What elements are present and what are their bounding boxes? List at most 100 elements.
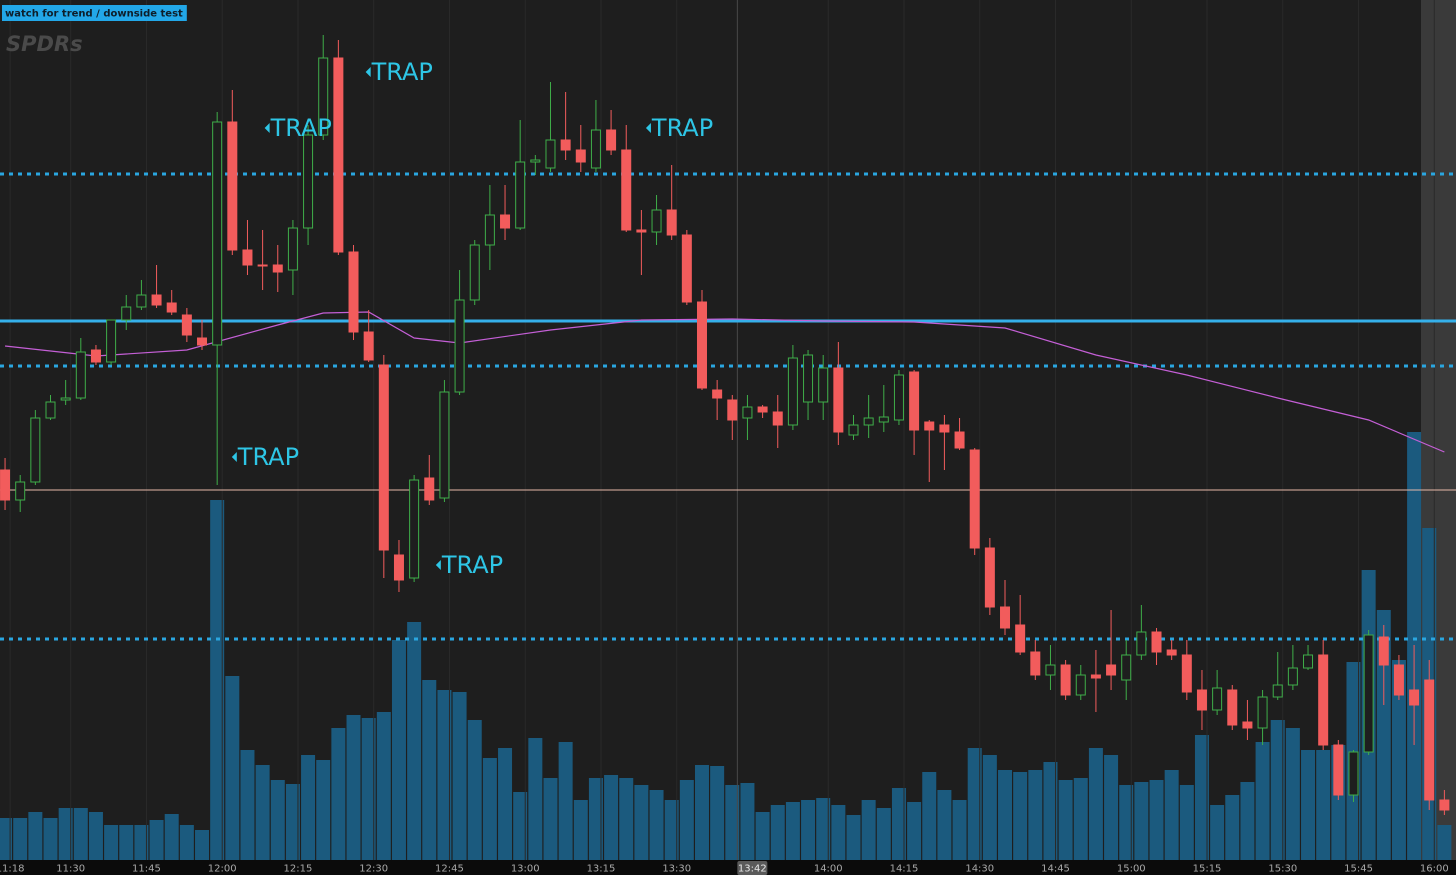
- volume-bar: [1194, 735, 1209, 860]
- volume-bar: [88, 812, 103, 860]
- volume-bar: [785, 802, 800, 860]
- candle-body: [136, 294, 147, 308]
- candle-body: [151, 294, 162, 306]
- volume-bar: [1225, 795, 1240, 860]
- volume-bar: [407, 622, 422, 860]
- volume-bar: [482, 758, 497, 860]
- volume-bar: [1255, 742, 1270, 860]
- annotation-text: TRAP: [371, 58, 433, 86]
- annotation-text: TRAP: [651, 114, 713, 142]
- volume-bar: [816, 798, 831, 860]
- volume-bar: [376, 712, 391, 860]
- volume-bar: [1270, 720, 1285, 860]
- candle-body: [1045, 664, 1056, 676]
- candle-body: [727, 399, 738, 421]
- volume-bar: [982, 755, 997, 860]
- volume-bar: [1437, 825, 1452, 860]
- candle-body: [1196, 689, 1207, 711]
- annotation-marker: [435, 560, 441, 570]
- volume-bar: [498, 748, 513, 860]
- volume-bar: [1088, 748, 1103, 860]
- annotation-marker: [365, 67, 371, 77]
- volume-bar: [1104, 755, 1119, 860]
- cursor-label: 13:42: [738, 864, 767, 875]
- candle-body: [1272, 684, 1283, 698]
- volume-bar: [528, 738, 543, 860]
- candle-body: [757, 406, 768, 413]
- volume-bar: [164, 814, 179, 860]
- candle-body: [590, 129, 601, 169]
- candle-body: [1363, 634, 1374, 753]
- candle-body: [1181, 654, 1192, 693]
- candles-layer: [0, 35, 1450, 815]
- candle-body: [1287, 667, 1298, 686]
- volume-bar: [467, 720, 482, 860]
- candle-body: [1424, 679, 1435, 801]
- volume-bar: [104, 825, 119, 860]
- volume-bar: [679, 780, 694, 860]
- candle-body: [318, 57, 329, 136]
- candle-body: [575, 149, 586, 163]
- volume-bar: [861, 800, 876, 860]
- volume-bar: [513, 792, 528, 860]
- candle-body: [1151, 631, 1162, 653]
- x-tick-label: 13:15: [587, 864, 616, 875]
- volume-bar: [558, 742, 573, 860]
- volume-bar: [710, 766, 725, 860]
- x-tick-label: 13:00: [511, 864, 540, 875]
- moving-average: [4, 311, 1445, 453]
- candle-body: [1439, 799, 1450, 811]
- volume-bar: [437, 690, 452, 860]
- volume-bar: [270, 780, 285, 860]
- x-tick-label: 13:30: [662, 864, 691, 875]
- volume-bar: [1149, 780, 1164, 860]
- x-tick-label: 14:45: [1041, 864, 1070, 875]
- candle-body: [227, 121, 238, 251]
- volume-bar: [1058, 780, 1073, 860]
- label-box: [2, 5, 187, 21]
- volume-bar: [1164, 770, 1179, 860]
- candle-body: [272, 264, 283, 273]
- volume-bar: [967, 748, 982, 860]
- candle-body: [606, 129, 617, 151]
- volume-bar: [604, 775, 619, 860]
- volume-bar: [301, 755, 316, 860]
- candle-body: [1136, 631, 1147, 656]
- cursor-label-box: [737, 861, 768, 875]
- volume-bar: [1043, 762, 1058, 860]
- candle-body: [1090, 674, 1101, 679]
- time-axis: [0, 860, 1456, 875]
- volume-bar: [1391, 660, 1406, 860]
- candle-body: [1030, 651, 1041, 676]
- volume-bar: [285, 784, 300, 860]
- candle-body: [909, 371, 920, 431]
- x-tick-label: 14:00: [814, 864, 843, 875]
- candle-body: [303, 134, 314, 229]
- volume-bar: [1119, 785, 1134, 860]
- grid-layer: [9, 0, 1435, 860]
- watermark: SPDRs: [6, 32, 83, 56]
- volume-bar: [998, 770, 1013, 860]
- volume-layer: [0, 432, 1452, 860]
- candle-body: [15, 481, 26, 501]
- volume-bar: [876, 808, 891, 860]
- candle-body: [287, 227, 298, 271]
- volume-bar: [28, 812, 43, 860]
- candle-body: [1318, 654, 1329, 746]
- annotation-text: TRAP: [237, 443, 299, 471]
- volume-bar: [1301, 750, 1316, 860]
- candle-body: [409, 479, 420, 579]
- volume-bar: [846, 815, 861, 860]
- candle-body: [197, 337, 208, 346]
- candle-body: [818, 367, 829, 403]
- volume-bar: [588, 778, 603, 860]
- candle-body: [712, 389, 723, 399]
- volume-bar: [179, 825, 194, 860]
- annotation-marker: [231, 452, 237, 462]
- volume-bar: [619, 778, 634, 860]
- candle-body: [954, 431, 965, 449]
- volume-bar: [831, 805, 846, 860]
- candle-body: [1257, 696, 1268, 729]
